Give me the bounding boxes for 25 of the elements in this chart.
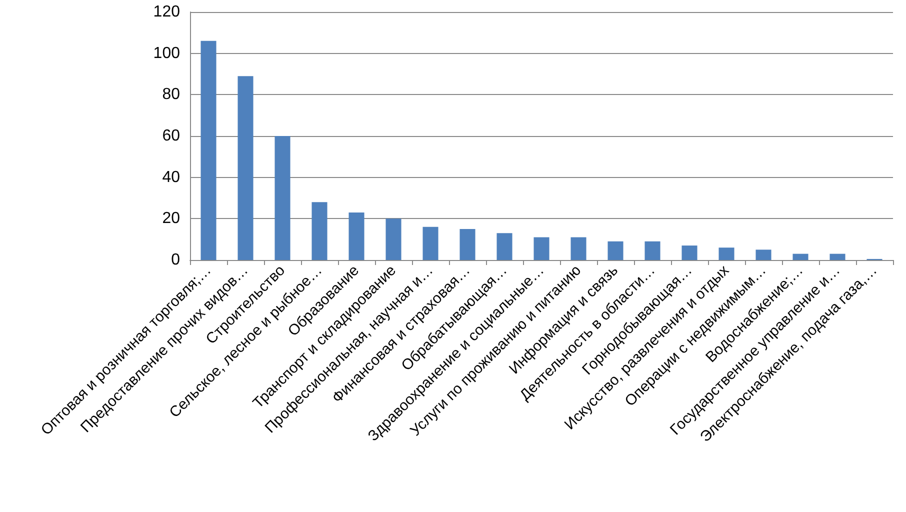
y-tick-label: 100 <box>153 44 180 62</box>
bar <box>830 254 846 260</box>
y-tick-label: 120 <box>153 4 180 20</box>
y-tick-label: 0 <box>171 252 180 268</box>
bar <box>238 76 254 260</box>
bar <box>348 212 364 260</box>
bar <box>644 241 660 260</box>
bar <box>570 237 586 260</box>
bar <box>682 246 698 260</box>
bar <box>608 241 624 260</box>
bar <box>200 40 216 260</box>
y-tick-label: 20 <box>162 210 180 228</box>
y-tick-label: 60 <box>162 128 180 144</box>
bar <box>792 254 808 260</box>
bar <box>756 250 772 260</box>
y-tick-label: 80 <box>162 86 180 104</box>
bar <box>718 248 734 260</box>
y-tick-label: 40 <box>162 168 180 186</box>
bar <box>312 202 328 260</box>
bar <box>534 237 550 260</box>
bar <box>386 218 402 260</box>
bar <box>496 233 512 260</box>
bar <box>460 229 476 260</box>
bar <box>274 136 290 260</box>
bar <box>422 226 438 260</box>
